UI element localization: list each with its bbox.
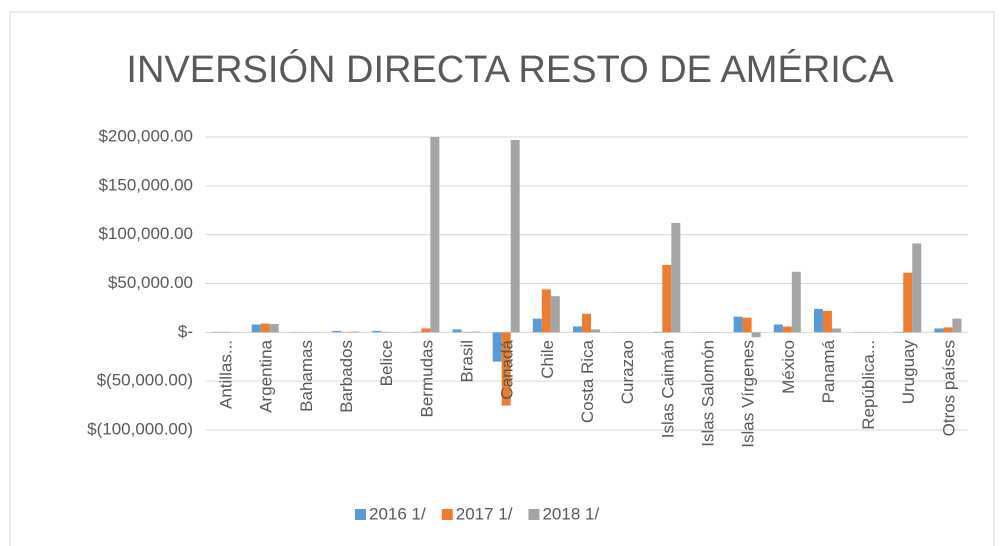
bar	[573, 326, 582, 333]
bar	[903, 272, 913, 333]
x-tick-label: Brasil	[458, 340, 477, 383]
x-tick-label: Uruguay	[899, 340, 918, 405]
x-tick-label: Islas Caimán	[658, 340, 677, 438]
y-tick-label: $200,000.00	[98, 126, 193, 145]
x-tick-label: Islas Vírgenes	[739, 340, 758, 448]
x-tick-label: Barbados	[337, 340, 356, 413]
bar	[733, 316, 743, 333]
bar	[662, 264, 672, 333]
bar	[934, 328, 944, 333]
chart-title: INVERSIÓN DIRECTA RESTO DE AMÉRICA	[126, 48, 894, 91]
x-tick-label: Antillas...	[217, 340, 236, 409]
bar	[260, 323, 270, 333]
bar	[541, 289, 551, 333]
y-tick-label: $150,000.00	[98, 175, 193, 194]
x-tick-label: Otros países	[939, 340, 958, 436]
x-tick-label: México	[779, 340, 798, 394]
bar	[269, 324, 279, 333]
x-tick-label: Curazao	[618, 340, 637, 404]
x-tick-label: Bermudas	[417, 340, 436, 417]
bar	[952, 318, 962, 333]
bar	[421, 328, 431, 333]
y-tick-label: $(50,000.00)	[97, 371, 193, 390]
x-tick-label: Argentina	[257, 339, 276, 412]
legend-label: 2016 1/	[369, 504, 426, 523]
bar	[813, 308, 823, 333]
legend-label: 2017 1/	[456, 504, 513, 523]
bar	[492, 332, 502, 362]
bar	[773, 324, 783, 333]
bar	[501, 332, 511, 406]
x-tick-label: Chile	[538, 340, 557, 379]
bar	[582, 313, 591, 333]
y-tick-label: $100,000.00	[98, 224, 193, 243]
bar	[372, 330, 382, 333]
x-tick-label: Canadá	[498, 339, 517, 399]
bar	[751, 332, 761, 338]
bar	[782, 326, 792, 333]
chart-border	[9, 11, 995, 546]
bar	[532, 318, 542, 333]
y-tick-label: $50,000.00	[108, 273, 193, 292]
bar	[430, 137, 440, 333]
bar	[822, 310, 832, 333]
x-tick-label: Islas Salomón	[698, 340, 717, 447]
legend-swatch	[441, 509, 453, 520]
x-tick-label: Panamá	[819, 339, 838, 403]
x-tick-label: República...	[859, 340, 878, 430]
y-tick-label: $-	[178, 322, 193, 341]
x-tick-label: Costa Rica	[578, 339, 597, 423]
bar	[470, 331, 480, 333]
bar	[550, 296, 560, 333]
legend-swatch	[355, 509, 366, 520]
x-tick-label: Bahamas	[297, 340, 316, 412]
y-tick-label: $(100,000.00)	[87, 419, 193, 438]
bar	[510, 139, 520, 333]
bar	[791, 271, 801, 333]
bar	[591, 329, 600, 333]
bar	[251, 324, 261, 333]
bar	[452, 329, 462, 333]
legend-swatch	[528, 509, 540, 520]
bar	[742, 317, 752, 333]
bar	[671, 222, 681, 333]
bar	[831, 328, 841, 333]
bar	[943, 327, 953, 333]
legend-label: 2018 1/	[542, 504, 599, 523]
bar	[350, 331, 360, 333]
x-tick-label: Belice	[377, 340, 396, 386]
bar	[912, 243, 922, 333]
bar	[332, 330, 342, 333]
